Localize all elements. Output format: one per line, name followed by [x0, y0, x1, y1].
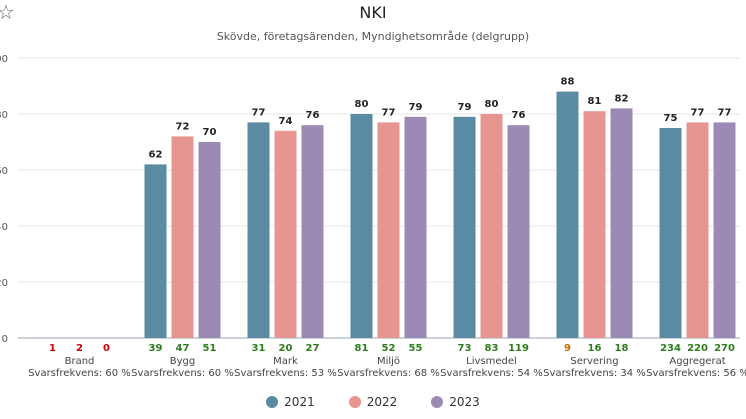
- bar[interactable]: [301, 125, 324, 338]
- data-label: 76: [512, 110, 526, 121]
- data-label: 77: [382, 107, 396, 118]
- chart-title: NKI: [359, 3, 387, 22]
- data-label: 77: [252, 107, 266, 118]
- data-label: 79: [458, 102, 472, 113]
- y-tick-label: 60: [0, 166, 8, 177]
- data-label: 62: [149, 149, 163, 160]
- bar[interactable]: [507, 125, 530, 338]
- x-tick-sublabel: Svarsfrekvens: 60 %: [28, 368, 131, 379]
- x-tick-label: Livsmedel: [466, 356, 517, 367]
- bar[interactable]: [453, 116, 476, 338]
- legend-item[interactable]: 2023: [431, 395, 480, 409]
- x-tick-sublabel: Svarsfrekvens: 54 %: [440, 368, 543, 379]
- count-label: 9: [564, 343, 571, 354]
- chart-subtitle: Skövde, företagsärenden, Myndighetsområd…: [216, 30, 530, 43]
- x-tick-sublabel: Svarsfrekvens: 53 %: [234, 368, 337, 379]
- bar[interactable]: [171, 136, 194, 338]
- x-tick-sublabel: Svarsfrekvens: 68 %: [337, 368, 440, 379]
- legend-label: 2022: [366, 395, 398, 409]
- data-label: 88: [561, 77, 575, 88]
- data-label: 72: [176, 121, 190, 132]
- data-label: 74: [279, 116, 293, 127]
- legend-label: 2021: [284, 395, 315, 409]
- count-label: 51: [203, 343, 217, 354]
- bar[interactable]: [247, 122, 270, 339]
- count-label: 220: [687, 343, 708, 354]
- y-tick-label: 0: [2, 334, 8, 345]
- data-label: 81: [588, 96, 602, 107]
- x-tick-sublabel: Svarsfrekvens: 34 %: [543, 368, 646, 379]
- count-label: 55: [409, 343, 423, 354]
- x-tick-label: Mark: [273, 356, 298, 367]
- data-label: 77: [718, 107, 732, 118]
- count-label: 119: [508, 343, 529, 354]
- bar[interactable]: [404, 116, 427, 338]
- count-label: 27: [306, 343, 320, 354]
- count-label: 73: [458, 343, 472, 354]
- bar[interactable]: [350, 114, 373, 338]
- legend-marker: [348, 396, 361, 408]
- legend-marker: [431, 396, 444, 408]
- bar[interactable]: [610, 108, 633, 339]
- bar[interactable]: [377, 122, 400, 339]
- data-label: 80: [485, 99, 499, 110]
- data-label: 70: [203, 127, 217, 138]
- count-label: 16: [588, 343, 602, 354]
- count-label: 39: [149, 343, 163, 354]
- legend-label: 2023: [449, 395, 480, 409]
- bar[interactable]: [556, 91, 579, 338]
- y-tick-label: 20: [0, 278, 8, 289]
- count-label: 18: [615, 343, 629, 354]
- bar[interactable]: [480, 114, 503, 338]
- data-label: 79: [409, 102, 423, 113]
- x-tick-label: Brand: [65, 356, 95, 367]
- legend-item[interactable]: 2021: [266, 395, 315, 409]
- y-tick-label: 100: [0, 54, 8, 65]
- x-tick-label: Bygg: [170, 356, 195, 367]
- bar[interactable]: [144, 164, 167, 338]
- bar[interactable]: [659, 128, 682, 338]
- count-label: 2: [76, 343, 83, 354]
- count-label: 234: [660, 343, 681, 354]
- x-tick-sublabel: Svarsfrekvens: 60 %: [131, 368, 234, 379]
- star-outline-icon[interactable]: ☆: [0, 0, 15, 24]
- y-tick-label: 40: [0, 222, 8, 233]
- data-label: 77: [691, 107, 705, 118]
- legend-marker: [266, 396, 279, 408]
- count-label: 31: [252, 343, 266, 354]
- x-tick-label: Aggregerat: [669, 356, 725, 367]
- x-tick-label: Servering: [570, 356, 618, 367]
- count-label: 0: [103, 343, 110, 354]
- count-label: 1: [49, 343, 56, 354]
- data-label: 82: [615, 93, 629, 104]
- x-tick-sublabel: Svarsfrekvens: 56 %: [646, 368, 746, 379]
- data-label: 80: [355, 99, 369, 110]
- x-tick-label: Miljö: [377, 356, 400, 367]
- bar[interactable]: [198, 142, 221, 338]
- bar[interactable]: [583, 111, 606, 338]
- data-label: 75: [664, 113, 678, 124]
- bar[interactable]: [713, 122, 736, 339]
- count-label: 270: [714, 343, 735, 354]
- count-label: 20: [279, 343, 293, 354]
- bar[interactable]: [274, 130, 297, 338]
- data-label: 76: [306, 110, 320, 121]
- count-label: 81: [355, 343, 369, 354]
- legend: 2021 2022 2023: [0, 395, 746, 409]
- bar[interactable]: [686, 122, 709, 339]
- count-label: 47: [176, 343, 190, 354]
- count-label: 83: [485, 343, 499, 354]
- count-label: 52: [382, 343, 396, 354]
- y-tick-label: 80: [0, 110, 8, 121]
- legend-item[interactable]: 2022: [348, 395, 398, 409]
